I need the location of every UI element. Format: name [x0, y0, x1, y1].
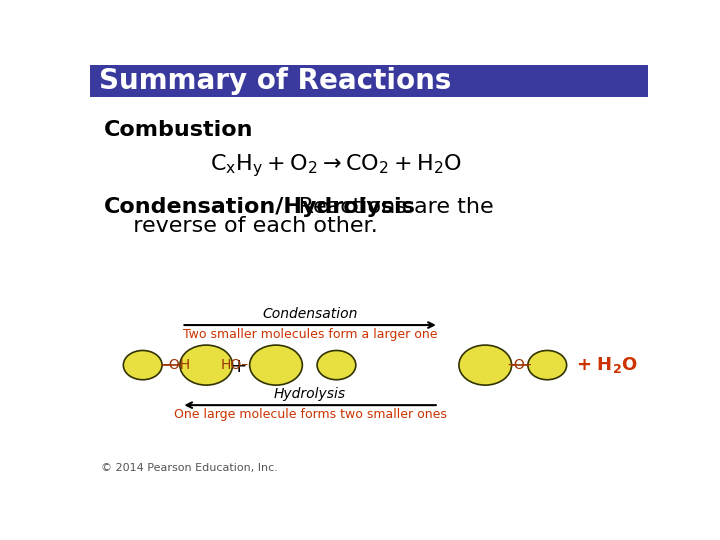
Text: $\mathregular{C_xH_y + O_2 \rightarrow CO_2 + H_2O}$: $\mathregular{C_xH_y + O_2 \rightarrow C…	[210, 153, 462, 179]
Ellipse shape	[123, 350, 162, 380]
Text: © 2014 Pearson Education, Inc.: © 2014 Pearson Education, Inc.	[101, 463, 278, 473]
Text: Two smaller molecules form a larger one: Two smaller molecules form a larger one	[183, 328, 437, 341]
Text: reverse of each other.: reverse of each other.	[120, 215, 378, 236]
Text: $\mathregular{+\ H_2O}$: $\mathregular{+\ H_2O}$	[576, 355, 638, 375]
Text: Combustion: Combustion	[104, 120, 253, 140]
Text: Hydrolysis: Hydrolysis	[274, 387, 346, 401]
Text: –O–: –O–	[508, 358, 532, 372]
Text: HO–: HO–	[221, 358, 249, 372]
Text: Condensation/Hydrolysis: Condensation/Hydrolysis	[104, 197, 416, 217]
Ellipse shape	[459, 345, 512, 385]
Text: –OH: –OH	[163, 358, 191, 372]
Text: +: +	[230, 357, 247, 376]
Text: : Reactions are the: : Reactions are the	[284, 197, 493, 217]
Ellipse shape	[180, 345, 233, 385]
Ellipse shape	[250, 345, 302, 385]
Text: Summary of Reactions: Summary of Reactions	[99, 67, 451, 95]
Ellipse shape	[317, 350, 356, 380]
Text: Condensation: Condensation	[262, 307, 358, 321]
Bar	[90, 65, 648, 97]
Text: One large molecule forms two smaller ones: One large molecule forms two smaller one…	[174, 408, 446, 421]
Ellipse shape	[528, 350, 567, 380]
